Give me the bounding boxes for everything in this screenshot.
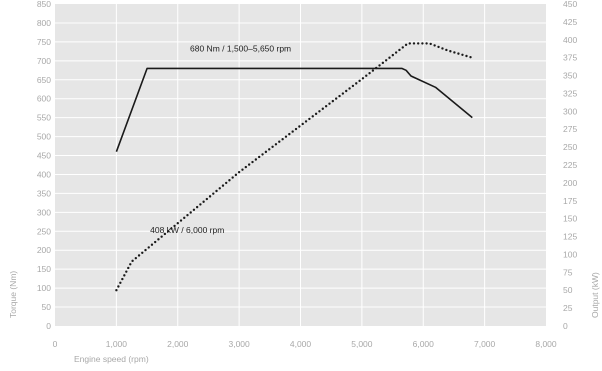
y-tick-right: 250	[563, 142, 577, 152]
y-tick-right: 200	[563, 178, 577, 188]
x-tick: 2,000	[167, 339, 189, 349]
y-tick-right: 350	[563, 71, 577, 81]
x-tick: 4,000	[290, 339, 312, 349]
y-tick-right: 450	[563, 0, 577, 9]
y-tick-left: 500	[37, 132, 51, 142]
y-tick-left: 800	[37, 18, 51, 28]
y-tick-left: 750	[37, 37, 51, 47]
x-tick: 5,000	[351, 339, 373, 349]
grid-lines	[55, 4, 546, 326]
y-tick-left: 0	[46, 321, 51, 331]
y-tick-right: 0	[563, 321, 568, 331]
annotation-label: 408 kW / 6,000 rpm	[150, 225, 224, 235]
x-tick: 8,000	[535, 339, 557, 349]
y-tick-left: 250	[37, 226, 51, 236]
y-tick-right: 100	[563, 249, 577, 259]
x-tick: 0	[53, 339, 58, 349]
tick-labels: 0501001502002503003504004505005506006507…	[37, 0, 578, 349]
y-tick-left: 650	[37, 75, 51, 85]
y-tick-left: 200	[37, 245, 51, 255]
y-tick-left: 150	[37, 264, 51, 274]
y-tick-left: 450	[37, 151, 51, 161]
y-tick-right: 150	[563, 214, 577, 224]
y-axis-label-left: Torque (Nm)	[8, 271, 18, 318]
torque-line	[115, 67, 473, 152]
y-tick-right: 25	[563, 303, 573, 313]
y-tick-left: 600	[37, 94, 51, 104]
y-tick-left: 50	[42, 302, 52, 312]
y-tick-left: 100	[37, 283, 51, 293]
series-lines	[115, 42, 474, 292]
y-tick-right: 50	[563, 285, 573, 295]
y-tick-right: 75	[563, 267, 573, 277]
y-tick-left: 400	[37, 169, 51, 179]
y-tick-left: 700	[37, 56, 51, 66]
y-tick-right: 425	[563, 17, 577, 27]
x-tick: 6,000	[413, 339, 435, 349]
y-axis-label-right: Output (kW)	[590, 272, 600, 318]
y-tick-left: 850	[37, 0, 51, 9]
y-tick-left: 300	[37, 207, 51, 217]
y-tick-right: 125	[563, 232, 577, 242]
y-tick-right: 400	[563, 35, 577, 45]
y-tick-right: 325	[563, 88, 577, 98]
y-tick-right: 275	[563, 124, 577, 134]
y-tick-right: 175	[563, 196, 577, 206]
x-tick: 1,000	[106, 339, 128, 349]
output-line	[115, 42, 474, 292]
y-tick-left: 550	[37, 113, 51, 123]
y-tick-right: 225	[563, 160, 577, 170]
x-axis-label: Engine speed (rpm)	[74, 354, 149, 364]
annotation-label: 680 Nm / 1,500–5,650 rpm	[190, 43, 291, 53]
y-tick-right: 375	[563, 53, 577, 63]
x-tick: 7,000	[474, 339, 496, 349]
y-tick-right: 300	[563, 106, 577, 116]
x-tick: 3,000	[228, 339, 250, 349]
annotations: 680 Nm / 1,500–5,650 rpm 408 kW / 6,000 r…	[150, 43, 291, 235]
y-tick-left: 350	[37, 188, 51, 198]
